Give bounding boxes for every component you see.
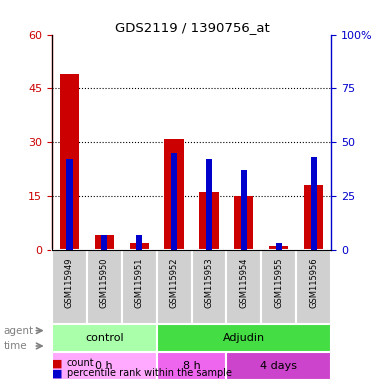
Text: GSM115954: GSM115954 <box>239 258 248 308</box>
Bar <box>171 153 177 250</box>
Bar <box>206 159 212 250</box>
Bar <box>164 139 184 250</box>
Bar <box>101 235 107 250</box>
Bar <box>136 235 142 250</box>
Text: GSM115956: GSM115956 <box>309 258 318 308</box>
Text: GSM115949: GSM115949 <box>65 258 74 308</box>
Bar <box>192 250 226 324</box>
Bar <box>226 352 331 380</box>
Bar <box>157 250 192 324</box>
Bar <box>130 243 149 250</box>
Bar <box>199 192 219 250</box>
Bar <box>95 235 114 250</box>
Text: GSM115951: GSM115951 <box>135 258 144 308</box>
Text: time: time <box>4 341 27 351</box>
Bar <box>311 157 317 250</box>
Bar <box>269 246 288 250</box>
Bar <box>87 250 122 324</box>
Text: Adjudin: Adjudin <box>223 333 265 343</box>
Bar <box>276 243 282 250</box>
Bar <box>241 170 247 250</box>
Bar <box>52 324 157 352</box>
Text: control: control <box>85 333 124 343</box>
Text: GDS2119 / 1390756_at: GDS2119 / 1390756_at <box>115 21 270 34</box>
Bar <box>157 324 331 352</box>
Bar <box>234 196 253 250</box>
Bar <box>157 352 226 380</box>
Text: 4 days: 4 days <box>260 361 297 371</box>
Bar <box>60 74 79 250</box>
Text: agent: agent <box>4 326 34 336</box>
Bar <box>52 352 157 380</box>
Bar <box>226 250 261 324</box>
Bar <box>261 250 296 324</box>
Bar <box>296 250 331 324</box>
Text: GSM115952: GSM115952 <box>169 258 179 308</box>
Text: GSM115953: GSM115953 <box>204 258 214 308</box>
Text: 0 h: 0 h <box>95 361 113 371</box>
Text: GSM115950: GSM115950 <box>100 258 109 308</box>
Text: percentile rank within the sample: percentile rank within the sample <box>67 368 232 378</box>
Text: ■: ■ <box>52 358 62 368</box>
Bar <box>304 185 323 250</box>
Text: GSM115955: GSM115955 <box>274 258 283 308</box>
Bar <box>52 250 87 324</box>
Bar <box>122 250 157 324</box>
Text: ■: ■ <box>52 368 62 378</box>
Text: count: count <box>67 358 94 368</box>
Text: 8 h: 8 h <box>182 361 201 371</box>
Bar <box>66 159 72 250</box>
